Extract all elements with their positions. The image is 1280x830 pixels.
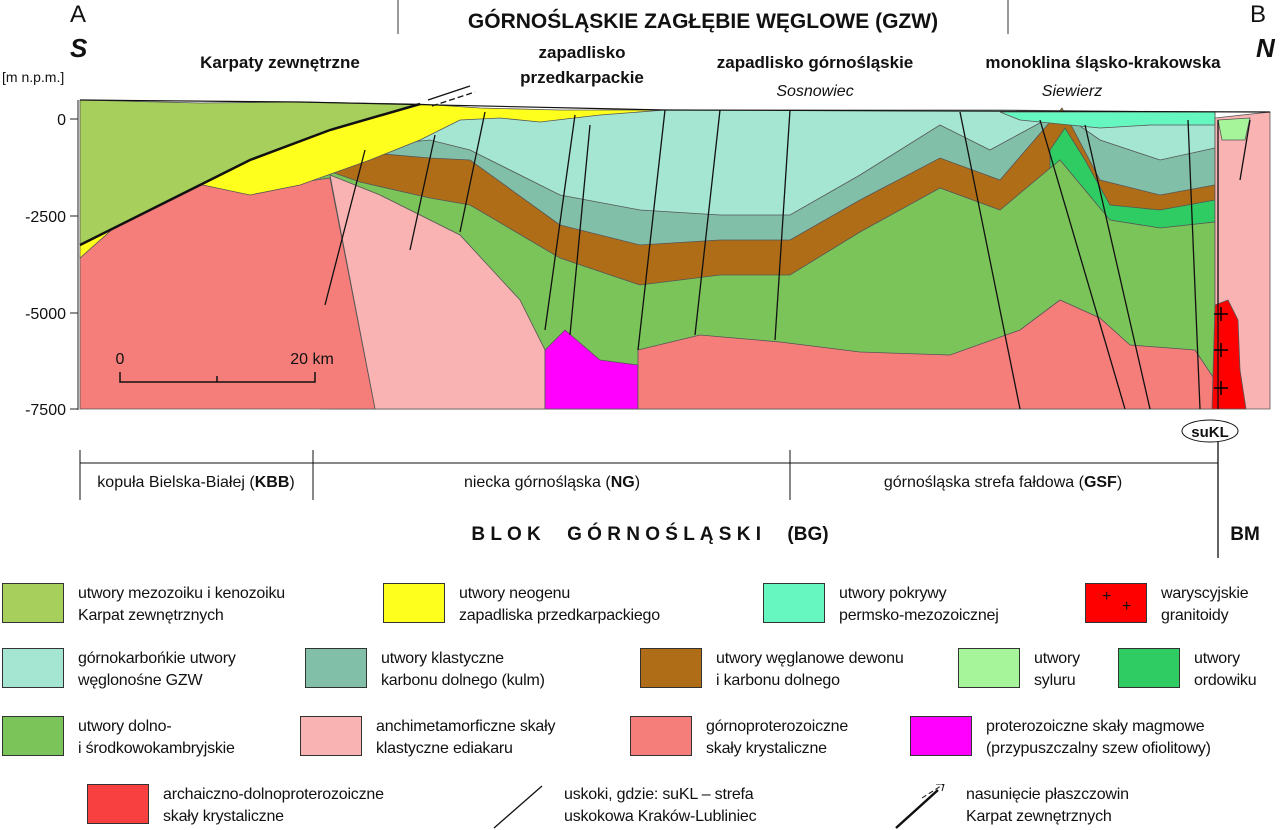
fault-line-icon (493, 785, 543, 829)
region-zapadlisko-1: zapadlisko (539, 43, 626, 62)
legend-item: utwory syluru (958, 648, 1080, 692)
legend-swatch (958, 648, 1020, 688)
legend-item: proterozoiczne skały magmowe (przypuszcza… (910, 716, 1211, 760)
tick-label: -7500 (25, 402, 66, 419)
south-label: S (70, 33, 88, 63)
region-zapadlisko-2: przedkarpackie (520, 68, 644, 87)
legend-swatch (1118, 648, 1180, 688)
legend-swatch (87, 784, 149, 824)
legend-swatch (305, 648, 367, 688)
bm-label: BM (1230, 524, 1260, 545)
tick-label: -2500 (25, 209, 66, 226)
granitoid-crosses (1214, 307, 1228, 395)
sukl-label: suKL (1191, 424, 1229, 441)
legend-item: archaiczno-dolnoproterozoiczne skały krys… (87, 784, 384, 828)
legend-swatch (763, 583, 825, 623)
legend-swatch-granit: + + (1085, 583, 1147, 623)
unit-gsf: górnośląska strefa fałdowa (GSF) (884, 474, 1122, 491)
legend-swatch (2, 583, 64, 623)
unit-ng: niecka górnośląska (NG) (464, 474, 640, 491)
point-a-label: A (70, 1, 86, 28)
legend-item: + + waryscyjskie granitoidy (1085, 583, 1249, 627)
legend-item: nasunięcie płaszczowin Karpat zewnętrznyc… (892, 784, 1129, 830)
legend-swatch (383, 583, 445, 623)
layer-permo (999, 111, 1216, 129)
legend-swatch (2, 648, 64, 688)
north-label: N (1256, 33, 1276, 63)
place-sosnowiec: Sosnowiec (776, 83, 853, 100)
thrust-line-icon (895, 784, 945, 829)
axis-unit: [m n.p.m.] (2, 69, 64, 85)
layer-ediakar (329, 174, 546, 410)
tectonic-units: suKL kopuła Bielska-Białej (KBB) niecka … (79, 419, 1260, 558)
faults (79, 85, 1271, 410)
point-b-label: B (1250, 1, 1266, 28)
cross-section: A B S N GÓRNOŚLĄSKIE ZAGŁĘBIE WĘGLOWE (G… (2, 0, 1276, 558)
legend-item: utwory dolno-i środkowokambryjskie (2, 716, 235, 760)
legend-item: utwory ordowiku (1118, 648, 1257, 692)
legend-swatch (640, 648, 702, 688)
layer-sylur (1217, 117, 1251, 141)
tick-label: -5000 (25, 306, 66, 323)
legend-item: uskoki, gdzie: suKL – strefa uskokowa Kra… (490, 784, 757, 830)
unit-kbb: kopuła Bielska-Białej (KBB) (97, 474, 294, 491)
svg-text:20 km: 20 km (290, 351, 334, 368)
legend-item: utwory węglanowe dewonu i karbonu dolnego (640, 648, 904, 692)
region-monoklina: monoklina śląsko-krakowska (985, 53, 1221, 72)
svg-text:0: 0 (116, 351, 125, 368)
legend-swatch (300, 716, 362, 756)
legend-item: utwory mezozoiku i kenozoiku Karpat zewnę… (2, 583, 285, 627)
place-siewierz: Siewierz (1042, 83, 1102, 100)
y-axis: 0 -2500 -5000 -7500 (25, 100, 79, 419)
legend-item: anchimetamorficzne skały klastyczne ediak… (300, 716, 555, 760)
blok-gornoslaski: B L O K G Ó R N O Ś L Ą S K I (BG) (471, 523, 828, 545)
scale-bar: 0 20 km (116, 351, 334, 383)
legend-swatch (2, 716, 64, 756)
main-title: GÓRNOŚLĄSKIE ZAGŁĘBIE WĘGLOWE (GZW) (468, 9, 938, 33)
legend-item: utwory neogenu zapadliska przedkarpackieg… (383, 583, 660, 627)
region-karpaty: Karpaty zewnętrzne (200, 53, 360, 72)
legend-item: górnoproterozoiczne skały krystaliczne (630, 716, 848, 760)
legend-swatch (630, 716, 692, 756)
tick-label: 0 (57, 112, 66, 129)
region-zapadlisko-gornoslaskie: zapadlisko górnośląskie (717, 53, 914, 72)
legend-item: górnokarbońkie utwory węglonośne GZW (2, 648, 236, 692)
legend-item: utwory klastyczne karbonu dolnego (kulm) (305, 648, 545, 692)
geology-layers (79, 99, 1271, 410)
legend-swatch (910, 716, 972, 756)
legend-item: utwory pokrywy permsko-mezozoicznej (763, 583, 999, 627)
